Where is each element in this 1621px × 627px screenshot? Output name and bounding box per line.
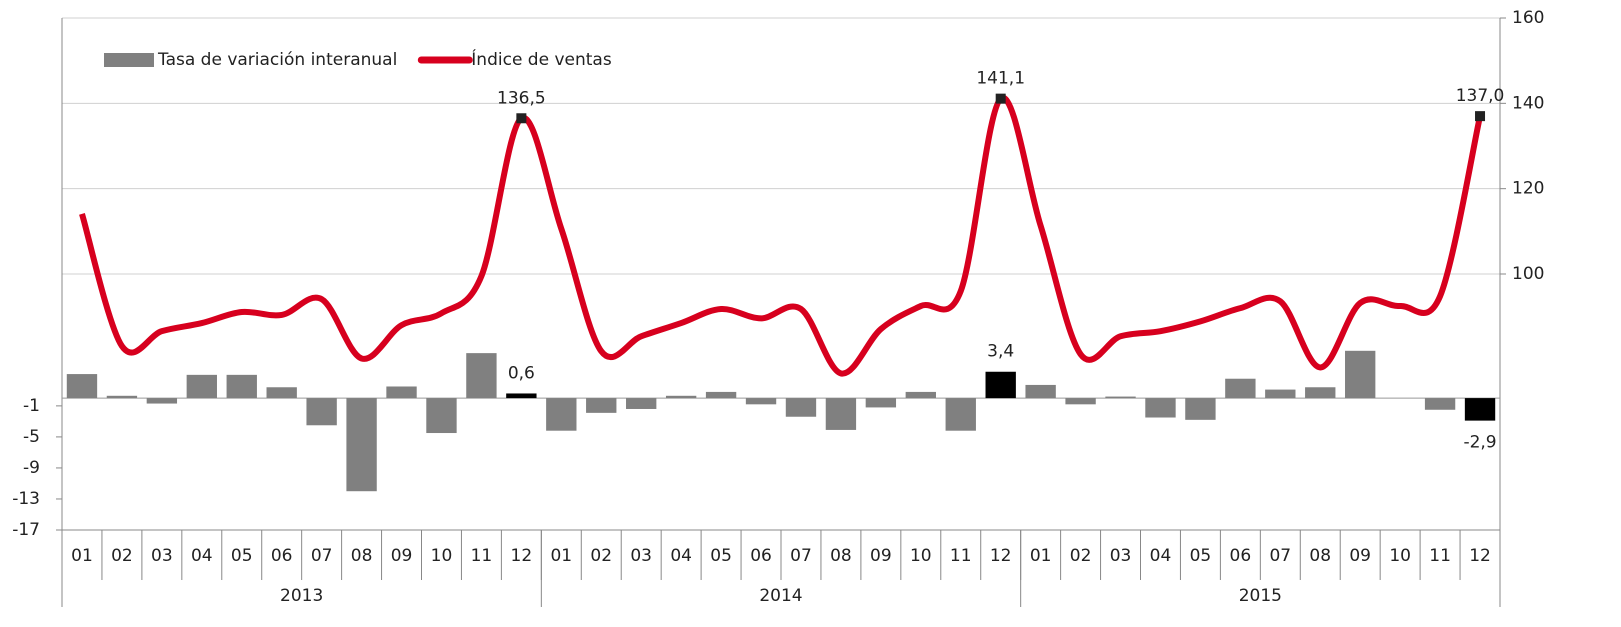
x-tick-label: 05 [231, 546, 253, 566]
bar [1145, 398, 1176, 418]
y-tick-label: -9 [23, 458, 40, 478]
y2-tick-label: 120 [1512, 179, 1544, 199]
x-tick-label: 12 [990, 546, 1012, 566]
bar [586, 398, 617, 413]
x-tick-label: 01 [1030, 546, 1052, 566]
bar [1265, 389, 1296, 399]
bar [825, 398, 857, 430]
bar [146, 398, 178, 404]
bar [745, 398, 777, 405]
marker [1475, 111, 1486, 122]
bar [1464, 398, 1496, 421]
x-tick-label: 06 [750, 546, 772, 566]
x-tick-label: 10 [910, 546, 932, 566]
marker [516, 113, 527, 124]
y-tick-label: -5 [23, 427, 40, 447]
bar [705, 391, 737, 399]
x-tick-label: 02 [1070, 546, 1092, 566]
data-label: 141,1 [976, 69, 1025, 89]
bar [985, 371, 1016, 399]
data-label: -2,9 [1463, 433, 1496, 453]
y2-tick-label: 160 [1512, 8, 1544, 28]
bar [346, 398, 377, 492]
bar [66, 374, 98, 399]
bar [266, 387, 297, 399]
x-tick-label: 05 [1190, 546, 1212, 566]
x-tick-label: 09 [1349, 546, 1371, 566]
bar [945, 398, 976, 431]
legend-swatch [104, 53, 154, 67]
bar [306, 398, 337, 426]
x-tick-label: 02 [590, 546, 612, 566]
bar [665, 395, 697, 399]
year-label: 2015 [1239, 586, 1282, 606]
x-tick-label: 06 [1230, 546, 1252, 566]
x-tick-label: 07 [311, 546, 333, 566]
x-tick-label: 04 [191, 546, 213, 566]
x-tick-label: 08 [1309, 546, 1331, 566]
x-tick-label: 02 [111, 546, 133, 566]
x-tick-label: 09 [391, 546, 413, 566]
bar [1105, 396, 1136, 399]
bar [1185, 398, 1216, 420]
bar [546, 398, 577, 431]
bar [1065, 398, 1096, 405]
bar [506, 393, 537, 399]
x-tick-label: 05 [710, 546, 732, 566]
marker [995, 93, 1006, 104]
legend-label: Tasa de variación interanual [157, 50, 397, 70]
bar [785, 398, 817, 417]
x-tick-label: 06 [271, 546, 293, 566]
x-tick-label: 09 [870, 546, 892, 566]
x-tick-label: 08 [830, 546, 852, 566]
x-tick-label: 11 [950, 546, 972, 566]
x-tick-label: 01 [71, 546, 93, 566]
y-tick-label: -13 [12, 489, 40, 509]
x-tick-label: 11 [1429, 546, 1451, 566]
x-tick-label: 10 [431, 546, 453, 566]
x-tick-label: 10 [1389, 546, 1411, 566]
y-tick-label: -17 [12, 520, 40, 540]
legend-label: Índice de ventas [471, 48, 612, 70]
year-label: 2014 [759, 586, 802, 606]
x-tick-label: 08 [351, 546, 373, 566]
data-label: 0,6 [508, 363, 535, 383]
x-tick-label: 01 [550, 546, 572, 566]
bar [186, 374, 217, 399]
bar [865, 398, 897, 408]
x-tick-label: 12 [1469, 546, 1491, 566]
bar [466, 353, 497, 399]
y2-tick-label: 100 [1512, 264, 1544, 284]
bar [905, 391, 936, 399]
x-tick-label: 03 [630, 546, 652, 566]
data-label: 3,4 [987, 342, 1014, 362]
bar [1345, 350, 1376, 399]
bar [226, 374, 257, 399]
bar [106, 395, 138, 399]
x-tick-label: 07 [1269, 546, 1291, 566]
x-tick-label: 12 [511, 546, 533, 566]
x-tick-label: 03 [151, 546, 173, 566]
x-tick-label: 11 [471, 546, 493, 566]
y-tick-label: -1 [23, 396, 40, 416]
data-label: 136,5 [497, 88, 546, 108]
x-tick-label: 04 [1150, 546, 1172, 566]
x-tick-label: 07 [790, 546, 812, 566]
y2-tick-label: 140 [1512, 93, 1544, 113]
bar [1305, 387, 1336, 399]
bar [626, 398, 657, 409]
x-tick-label: 03 [1110, 546, 1132, 566]
bar [1225, 378, 1256, 399]
bar [386, 386, 417, 399]
bar [1025, 384, 1056, 399]
bar [1424, 398, 1456, 410]
data-label: 137,0 [1456, 86, 1505, 106]
line [79, 94, 1483, 377]
bar [426, 398, 457, 434]
year-label: 2013 [280, 586, 323, 606]
x-tick-label: 04 [670, 546, 692, 566]
